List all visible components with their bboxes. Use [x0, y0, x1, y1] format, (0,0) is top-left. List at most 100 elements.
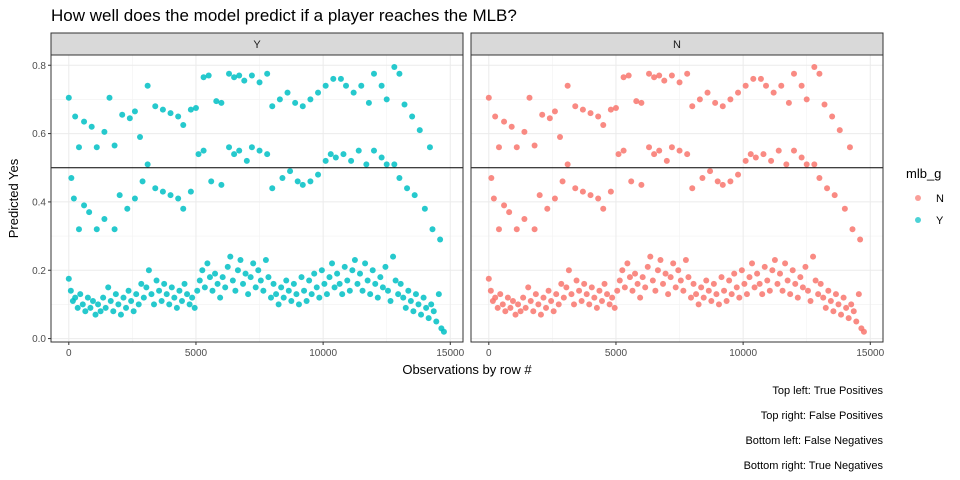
data-point — [383, 96, 390, 103]
data-point — [412, 291, 419, 298]
x-tick-label: 10000 — [309, 348, 337, 359]
data-point — [101, 128, 108, 135]
data-point — [234, 267, 241, 274]
data-point — [379, 284, 386, 291]
data-point — [600, 205, 607, 212]
plot-background — [51, 55, 463, 342]
data-point — [551, 195, 558, 202]
data-point — [857, 236, 864, 243]
data-point — [817, 280, 824, 287]
data-point — [192, 104, 199, 111]
data-point — [341, 263, 348, 270]
data-point — [391, 161, 398, 168]
data-point — [65, 275, 72, 282]
data-point — [778, 82, 785, 89]
data-point — [855, 291, 862, 298]
data-point — [684, 70, 691, 77]
data-point — [689, 103, 696, 110]
data-point — [311, 270, 318, 277]
data-point — [242, 270, 249, 277]
data-point — [200, 147, 207, 154]
data-point — [689, 185, 696, 192]
panel-border — [470, 54, 884, 343]
data-point — [572, 103, 579, 110]
data-point — [273, 291, 280, 298]
data-point — [79, 301, 86, 308]
data-point — [159, 188, 166, 195]
data-point — [766, 287, 773, 294]
data-point — [354, 280, 361, 287]
data-point — [217, 294, 224, 301]
data-point — [189, 294, 196, 301]
data-point — [738, 267, 745, 274]
data-point — [175, 113, 182, 120]
data-point — [279, 175, 286, 181]
data-point — [257, 277, 264, 284]
data-point — [733, 284, 740, 291]
data-point — [550, 308, 557, 315]
data-point — [226, 144, 233, 151]
data-point — [301, 287, 308, 294]
data-point — [838, 311, 845, 318]
caption-line: Top right: False Positives — [761, 410, 884, 422]
data-point — [527, 298, 534, 304]
data-point — [428, 301, 435, 308]
data-point — [816, 70, 823, 77]
data-point — [816, 175, 823, 181]
data-point — [267, 294, 274, 301]
data-point — [181, 280, 188, 287]
data-point — [133, 291, 140, 298]
data-point — [677, 277, 684, 284]
data-point — [557, 134, 564, 140]
data-point — [802, 263, 809, 270]
data-point — [437, 236, 444, 243]
data-point — [294, 178, 301, 185]
data-point — [102, 304, 109, 311]
data-point — [693, 291, 700, 298]
caption-line: Top left: True Positives — [772, 385, 883, 397]
data-point — [327, 151, 334, 158]
data-point — [105, 284, 112, 291]
data-point — [391, 63, 398, 70]
data-point — [551, 108, 558, 115]
data-point — [626, 274, 633, 281]
data-point — [768, 157, 775, 164]
data-point — [638, 99, 645, 106]
data-point — [420, 294, 427, 301]
data-point — [144, 161, 151, 168]
data-point — [205, 72, 212, 79]
data-point — [280, 294, 287, 301]
data-point — [97, 308, 104, 315]
data-point — [824, 185, 831, 192]
data-point — [798, 154, 805, 161]
y-tick-label: 0.8 — [32, 61, 46, 72]
data-point — [535, 301, 542, 308]
data-point — [687, 294, 694, 301]
data-point — [339, 291, 346, 298]
data-point — [537, 311, 544, 318]
data-point — [825, 287, 832, 294]
data-point — [596, 287, 603, 294]
data-point — [329, 260, 336, 267]
data-point — [101, 216, 108, 222]
legend-title: mlb_g — [906, 166, 941, 181]
data-point — [255, 267, 262, 274]
data-point — [769, 267, 776, 274]
x-tick-label: 5000 — [185, 348, 208, 359]
data-point — [633, 98, 640, 105]
data-point — [803, 161, 810, 168]
data-point — [120, 294, 127, 301]
data-point — [382, 263, 389, 270]
data-point — [151, 301, 157, 308]
data-point — [72, 113, 79, 120]
data-point — [830, 308, 837, 315]
data-point — [619, 267, 626, 274]
data-point — [316, 294, 323, 301]
data-point — [322, 82, 329, 89]
data-point — [832, 291, 839, 298]
data-point — [178, 298, 185, 304]
data-point — [293, 291, 300, 298]
data-point — [355, 147, 362, 154]
data-point — [144, 82, 151, 89]
data-point — [387, 298, 394, 304]
